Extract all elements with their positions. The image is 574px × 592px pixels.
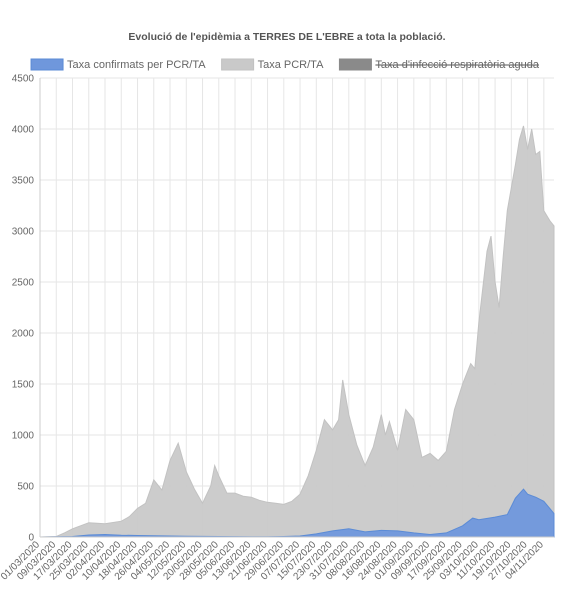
y-tick-label: 4000 — [12, 125, 35, 136]
y-tick-label: 500 — [17, 482, 34, 493]
legend[interactable]: Taxa confirmats per PCR/TA Taxa PCR/TA Tax… — [30, 58, 540, 71]
axes — [39, 78, 554, 538]
legend-label: Taxa PCR/TA — [258, 59, 324, 71]
y-tick-label: 1000 — [12, 431, 35, 442]
legend-label: Taxa d'infecció respiratòria aguda — [375, 59, 539, 71]
series-area-1 — [39, 125, 555, 538]
series-area-0 — [39, 488, 555, 538]
series-areas — [39, 125, 555, 538]
legend-item-0[interactable]: Taxa confirmats per PCR/TA — [30, 58, 206, 71]
x-axis-ticks: 01/03/202009/03/202017/03/202025/03/2020… — [0, 539, 546, 582]
y-tick-label: 3000 — [12, 227, 35, 238]
y-axis-ticks: 0 500 1000 1500 2000 2500 3000 3500 4000 4500 — [12, 74, 35, 544]
y-tick-label: 2000 — [12, 329, 35, 340]
chart-title: Evolució de l'epidèmia a TERRES DE L'EBR… — [128, 31, 445, 43]
legend-item-1[interactable]: Taxa PCR/TA — [221, 58, 324, 71]
legend-swatch — [338, 58, 372, 71]
legend-swatch — [221, 58, 255, 71]
y-tick-label: 1500 — [12, 380, 35, 391]
y-tick-label: 4500 — [12, 74, 35, 85]
y-tick-label: 3500 — [12, 176, 35, 187]
y-tick-label: 2500 — [12, 278, 35, 289]
legend-swatch — [30, 58, 64, 71]
legend-item-2[interactable]: Taxa d'infecció respiratòria aguda — [338, 58, 540, 71]
legend-label: Taxa confirmats per PCR/TA — [67, 59, 206, 71]
y-tick-label: 0 — [28, 533, 34, 544]
